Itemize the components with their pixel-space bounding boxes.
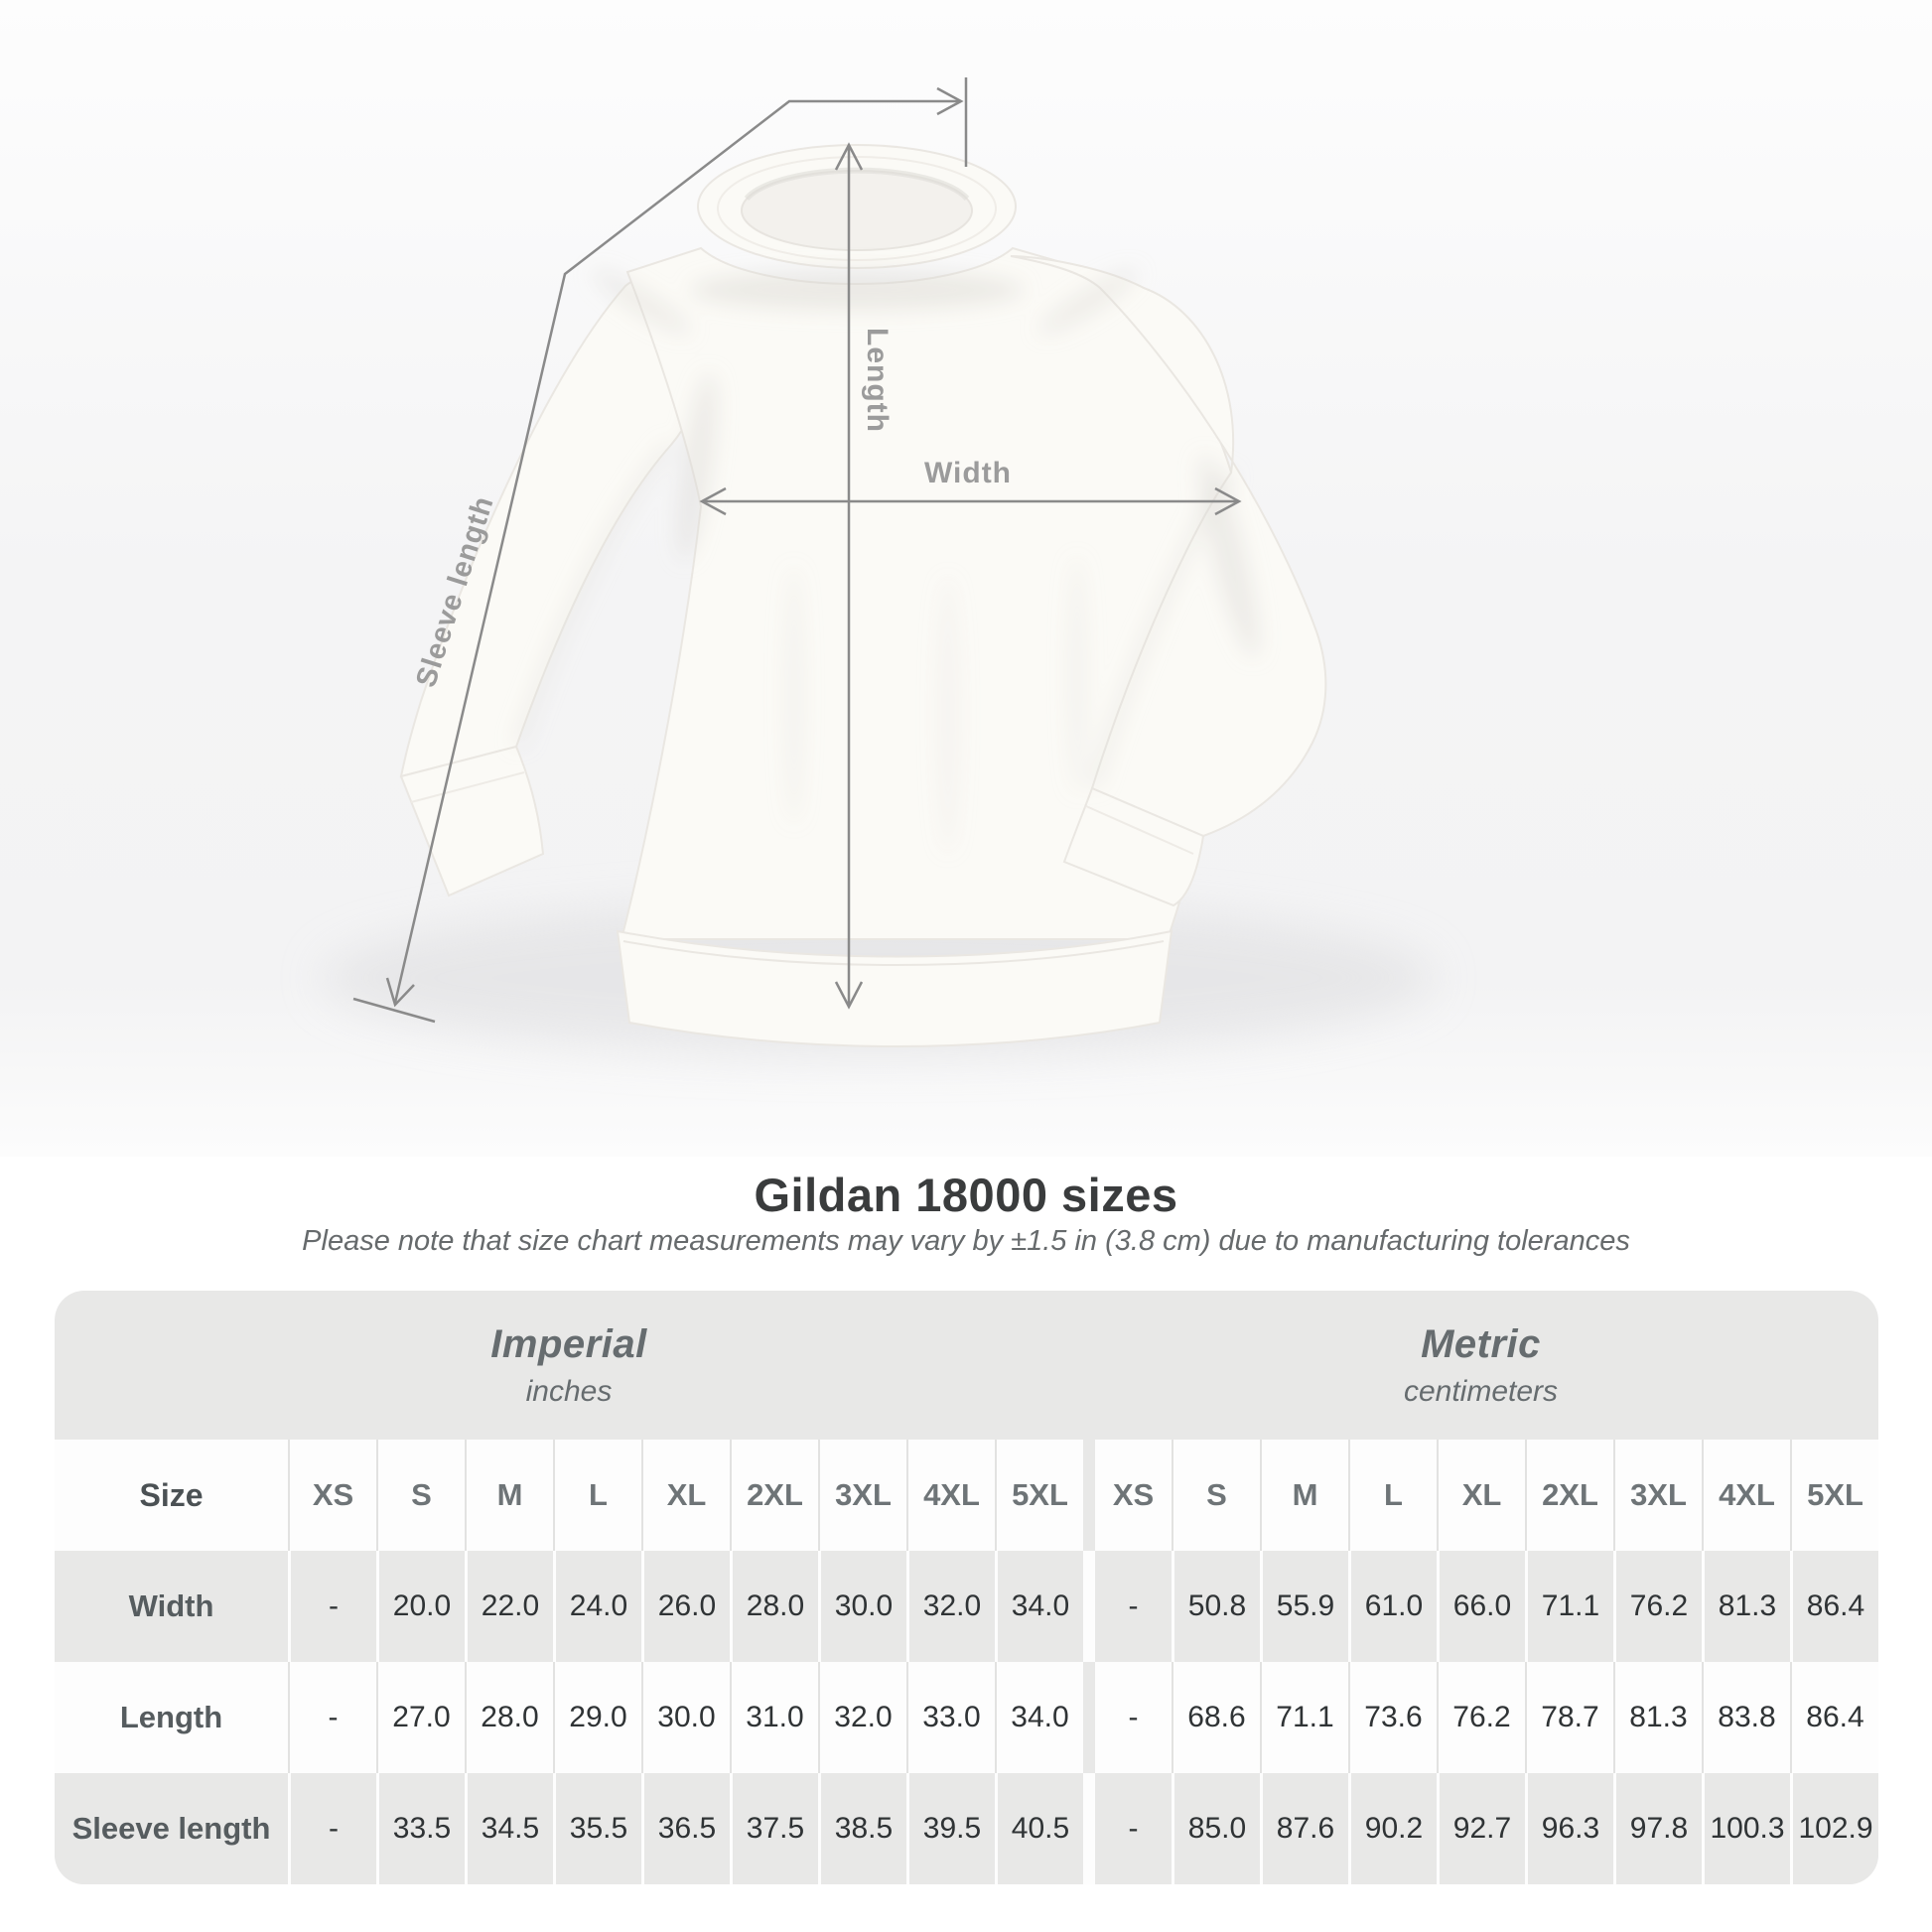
value-cell-imperial: 37.5: [730, 1773, 818, 1884]
value-cell-metric: -: [1083, 1551, 1172, 1662]
width-label: Width: [924, 457, 1012, 489]
size-header: Size: [139, 1476, 204, 1513]
value-cell-imperial: 30.0: [818, 1551, 906, 1662]
size-table: Imperial inches Metric centimeters Size …: [55, 1291, 1878, 1884]
value-cell-metric: 68.6: [1172, 1662, 1260, 1773]
imperial-group-header: Imperial inches: [55, 1291, 1083, 1440]
table-row-sleeve: Sleeve length -33.5 34.5 35.5 36.5 37.5 38.5 39…: [55, 1773, 1878, 1884]
width-arrow: [699, 486, 1242, 516]
value-cell-imperial: 35.5: [553, 1773, 641, 1884]
value-cell-imperial: 32.0: [906, 1551, 995, 1662]
value-cell-metric: 102.9: [1790, 1773, 1878, 1884]
metric-group-header: Metric centimeters: [1083, 1291, 1878, 1440]
value-cell-metric: 90.2: [1348, 1773, 1437, 1884]
table-row-width: Width -20.0 22.0 24.0 26.0 28.0 30.0 32.0 34.0-5…: [55, 1551, 1878, 1662]
value-cell-metric: 66.0: [1437, 1551, 1525, 1662]
value-cell-imperial: 39.5: [906, 1773, 995, 1884]
size-header-row: Size XS S M L XL 2XL 3XL 4XL 5XL XS S M L XL 2XL 3XL 4XL…: [55, 1440, 1878, 1551]
value-cell-metric: -: [1083, 1662, 1172, 1773]
value-cell-metric: -: [1083, 1773, 1172, 1884]
size-col-metric-m: M: [1260, 1440, 1348, 1551]
value-cell-imperial: 40.5: [995, 1773, 1083, 1884]
table-row-length: Length -27.0 28.0 29.0 30.0 31.0 32.0 33.0 34.0-…: [55, 1662, 1878, 1773]
value-cell-imperial: 34.5: [465, 1773, 553, 1884]
value-cell-imperial: 36.5: [641, 1773, 730, 1884]
value-cell-metric: 87.6: [1260, 1773, 1348, 1884]
size-col-imperial-xl: XL: [641, 1440, 730, 1551]
sleeve-length-arrow: [352, 77, 968, 1024]
size-col-metric-l: L: [1348, 1440, 1437, 1551]
size-col-imperial-s: S: [376, 1440, 465, 1551]
size-col-imperial-4xl: 4XL: [906, 1440, 995, 1551]
imperial-unit: inches: [525, 1374, 613, 1408]
metric-label: Metric: [1421, 1321, 1541, 1366]
size-col-imperial-5xl: 5XL: [995, 1440, 1083, 1551]
value-cell-imperial: 29.0: [553, 1662, 641, 1773]
product-photo: Length Width Sleeve length: [0, 0, 1932, 1157]
value-cell-imperial: 28.0: [730, 1551, 818, 1662]
value-cell-metric: 50.8: [1172, 1551, 1260, 1662]
size-col-metric-xs: XS: [1083, 1440, 1172, 1551]
value-cell-imperial: -: [288, 1662, 376, 1773]
value-cell-imperial: 34.0: [995, 1551, 1083, 1662]
value-cell-metric: 97.8: [1613, 1773, 1702, 1884]
value-cell-imperial: 33.5: [376, 1773, 465, 1884]
value-cell-metric: 71.1: [1525, 1551, 1613, 1662]
value-cell-metric: 78.7: [1525, 1662, 1613, 1773]
page-title: Gildan 18000 sizes: [754, 1169, 1178, 1221]
value-cell-imperial: 34.0: [995, 1662, 1083, 1773]
value-cell-imperial: 31.0: [730, 1662, 818, 1773]
measurement-annotations: [352, 77, 1242, 1024]
length-label: Length: [861, 328, 894, 433]
size-col-imperial-xs: XS: [288, 1440, 376, 1551]
value-cell-metric: 81.3: [1702, 1551, 1790, 1662]
value-cell-metric: 92.7: [1437, 1773, 1525, 1884]
size-col-imperial-m: M: [465, 1440, 553, 1551]
value-cell-metric: 85.0: [1172, 1773, 1260, 1884]
metric-unit: centimeters: [1403, 1374, 1559, 1408]
row-label: Sleeve length: [71, 1811, 271, 1846]
value-cell-imperial: 22.0: [465, 1551, 553, 1662]
tolerance-note: Please note that size chart measurements…: [302, 1225, 1630, 1257]
value-cell-imperial: 32.0: [818, 1662, 906, 1773]
value-cell-imperial: 20.0: [376, 1551, 465, 1662]
value-cell-metric: 86.4: [1790, 1662, 1878, 1773]
sweatshirt-diagram: Length Width Sleeve length: [0, 0, 1932, 1157]
row-label: Width: [128, 1588, 214, 1623]
size-col-imperial-l: L: [553, 1440, 641, 1551]
imperial-label: Imperial: [490, 1321, 647, 1366]
value-cell-imperial: 33.0: [906, 1662, 995, 1773]
size-col-metric-xl: XL: [1437, 1440, 1525, 1551]
value-cell-metric: 86.4: [1790, 1551, 1878, 1662]
size-col-metric-5xl: 5XL: [1790, 1440, 1878, 1551]
value-cell-imperial: -: [288, 1551, 376, 1662]
size-col-imperial-3xl: 3XL: [818, 1440, 906, 1551]
value-cell-metric: 76.2: [1437, 1662, 1525, 1773]
value-cell-imperial: 26.0: [641, 1551, 730, 1662]
value-cell-metric: 61.0: [1348, 1551, 1437, 1662]
unit-group-header: Imperial inches Metric centimeters: [55, 1291, 1878, 1440]
value-cell-metric: 83.8: [1702, 1662, 1790, 1773]
value-cell-metric: 100.3: [1702, 1773, 1790, 1884]
size-col-metric-3xl: 3XL: [1613, 1440, 1702, 1551]
value-cell-metric: 73.6: [1348, 1662, 1437, 1773]
value-cell-imperial: -: [288, 1773, 376, 1884]
value-cell-metric: 55.9: [1260, 1551, 1348, 1662]
size-col-metric-s: S: [1172, 1440, 1260, 1551]
row-label: Length: [119, 1700, 223, 1734]
value-cell-metric: 81.3: [1613, 1662, 1702, 1773]
value-cell-metric: 76.2: [1613, 1551, 1702, 1662]
value-cell-metric: 96.3: [1525, 1773, 1613, 1884]
value-cell-imperial: 27.0: [376, 1662, 465, 1773]
value-cell-imperial: 28.0: [465, 1662, 553, 1773]
value-cell-imperial: 24.0: [553, 1551, 641, 1662]
size-col-metric-4xl: 4XL: [1702, 1440, 1790, 1551]
value-cell-metric: 71.1: [1260, 1662, 1348, 1773]
length-arrow: [834, 142, 864, 1010]
size-col-imperial-2xl: 2XL: [730, 1440, 818, 1551]
value-cell-imperial: 30.0: [641, 1662, 730, 1773]
value-cell-imperial: 38.5: [818, 1773, 906, 1884]
size-col-metric-2xl: 2XL: [1525, 1440, 1613, 1551]
